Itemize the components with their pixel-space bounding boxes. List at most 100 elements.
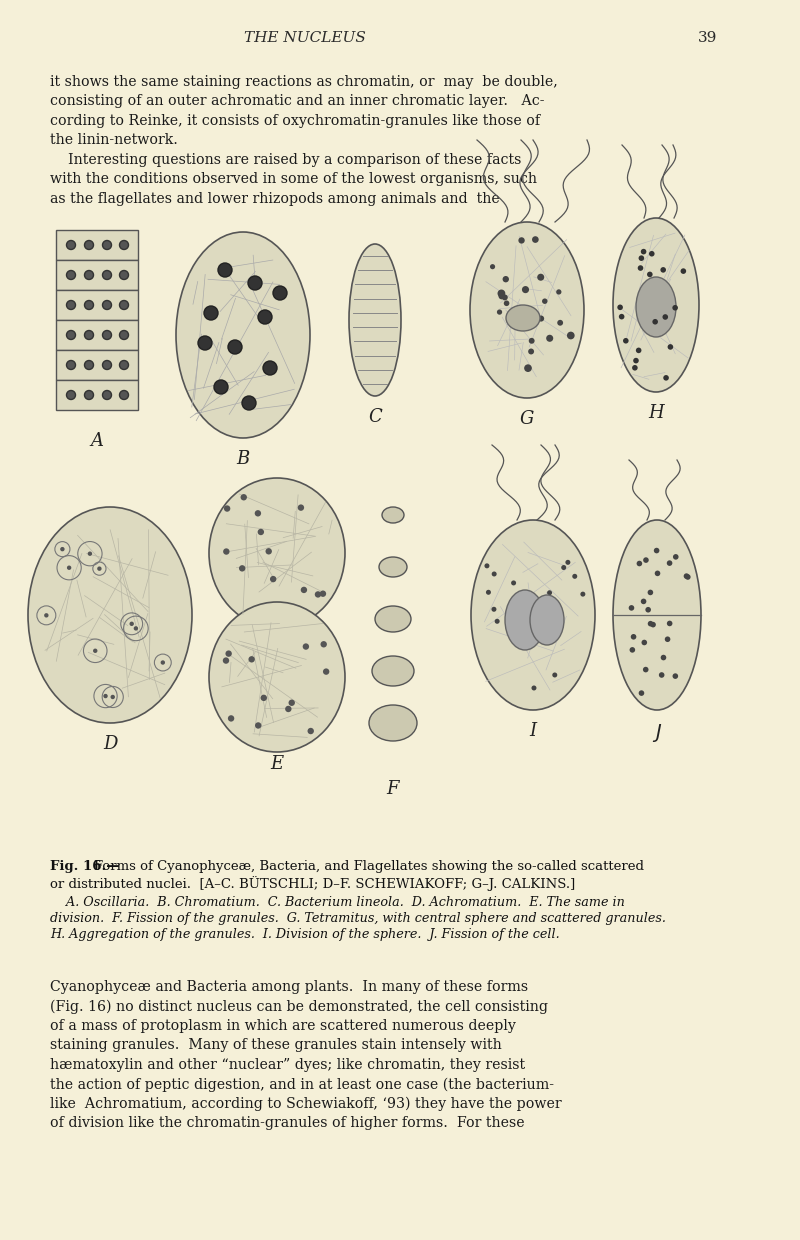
Circle shape <box>673 554 678 559</box>
Ellipse shape <box>28 507 192 723</box>
Circle shape <box>67 565 71 570</box>
Ellipse shape <box>369 706 417 742</box>
Circle shape <box>567 331 574 340</box>
Circle shape <box>580 591 586 596</box>
Circle shape <box>130 621 134 626</box>
Circle shape <box>226 651 232 657</box>
Ellipse shape <box>505 590 545 650</box>
Circle shape <box>85 331 94 340</box>
Circle shape <box>241 494 247 501</box>
Circle shape <box>522 286 529 293</box>
Circle shape <box>532 236 538 243</box>
Circle shape <box>665 636 670 642</box>
Circle shape <box>630 647 635 652</box>
Circle shape <box>638 691 644 696</box>
Circle shape <box>498 289 506 298</box>
Text: the action of peptic digestion, and in at least one case (the bacterium-: the action of peptic digestion, and in a… <box>50 1078 554 1092</box>
Circle shape <box>249 656 255 662</box>
Circle shape <box>538 315 544 321</box>
Circle shape <box>663 374 669 381</box>
Ellipse shape <box>209 477 345 627</box>
Circle shape <box>85 270 94 279</box>
Circle shape <box>258 528 264 536</box>
Ellipse shape <box>209 601 345 751</box>
Circle shape <box>110 694 115 699</box>
Circle shape <box>223 548 230 554</box>
Ellipse shape <box>530 595 564 645</box>
Circle shape <box>498 293 505 299</box>
Circle shape <box>320 590 326 596</box>
Circle shape <box>66 361 75 370</box>
Circle shape <box>511 580 516 585</box>
Circle shape <box>618 305 623 310</box>
Ellipse shape <box>470 222 584 398</box>
Circle shape <box>321 641 327 647</box>
Circle shape <box>629 605 634 610</box>
Circle shape <box>641 249 646 254</box>
Circle shape <box>85 300 94 310</box>
Circle shape <box>642 640 647 645</box>
Circle shape <box>502 295 508 300</box>
Circle shape <box>646 606 651 613</box>
Circle shape <box>643 667 649 672</box>
Text: hæmatoxylin and other “nuclear” dyes; like chromatin, they resist: hæmatoxylin and other “nuclear” dyes; li… <box>50 1058 525 1073</box>
Text: Interesting questions are raised by a comparison of these facts: Interesting questions are raised by a co… <box>50 153 522 167</box>
Circle shape <box>289 699 295 706</box>
Circle shape <box>102 361 111 370</box>
Circle shape <box>643 557 649 563</box>
Circle shape <box>630 634 636 640</box>
Text: division.  F. Fission of the granules.  G. Tetramitus, with central sphere and s: division. F. Fission of the granules. G.… <box>50 911 666 925</box>
Circle shape <box>647 590 653 595</box>
Text: staining granules.  Many of these granules stain intensely with: staining granules. Many of these granule… <box>50 1039 502 1053</box>
Bar <box>56 260 138 290</box>
Circle shape <box>528 348 534 355</box>
Circle shape <box>556 289 562 295</box>
Circle shape <box>661 655 666 661</box>
Circle shape <box>641 599 646 604</box>
Circle shape <box>538 274 544 280</box>
Circle shape <box>301 587 307 593</box>
Circle shape <box>218 263 232 277</box>
Circle shape <box>228 340 242 353</box>
Ellipse shape <box>176 232 310 438</box>
Text: it shows the same staining reactions as chromatin, or  may  be double,: it shows the same staining reactions as … <box>50 74 558 89</box>
Text: with the conditions observed in some of the lowest organisms, such: with the conditions observed in some of … <box>50 172 537 186</box>
Text: A: A <box>90 432 103 450</box>
Text: cording to Reinke, it consists of oxychromatin-granules like those of: cording to Reinke, it consists of oxychr… <box>50 114 540 128</box>
Circle shape <box>254 510 261 517</box>
Ellipse shape <box>382 507 404 523</box>
Circle shape <box>66 270 75 279</box>
Circle shape <box>619 314 625 320</box>
Circle shape <box>510 619 515 624</box>
Text: B: B <box>236 450 250 467</box>
Circle shape <box>572 574 578 579</box>
Circle shape <box>266 548 272 554</box>
Circle shape <box>566 559 570 565</box>
Circle shape <box>504 300 510 306</box>
Circle shape <box>546 335 554 342</box>
Text: of a mass of protoplasm in which are scattered numerous deeply: of a mass of protoplasm in which are sca… <box>50 1019 516 1033</box>
Circle shape <box>623 339 629 343</box>
Ellipse shape <box>636 277 676 337</box>
Circle shape <box>502 277 509 283</box>
Circle shape <box>198 336 212 350</box>
Circle shape <box>497 310 502 315</box>
Circle shape <box>494 619 500 624</box>
Text: H. Aggregation of the granules.  I. Division of the sphere.  J. Fission of the c: H. Aggregation of the granules. I. Divis… <box>50 928 560 941</box>
Circle shape <box>636 347 642 353</box>
Circle shape <box>93 649 98 653</box>
Bar <box>56 379 138 410</box>
Ellipse shape <box>379 557 407 577</box>
Circle shape <box>44 613 49 618</box>
Circle shape <box>492 572 497 577</box>
Circle shape <box>103 694 108 698</box>
Circle shape <box>119 241 129 249</box>
Circle shape <box>543 636 548 641</box>
Circle shape <box>649 250 654 257</box>
Circle shape <box>66 300 75 310</box>
Ellipse shape <box>471 520 595 711</box>
Text: D: D <box>103 735 117 753</box>
Circle shape <box>522 596 527 601</box>
Circle shape <box>119 361 129 370</box>
Circle shape <box>224 506 230 512</box>
